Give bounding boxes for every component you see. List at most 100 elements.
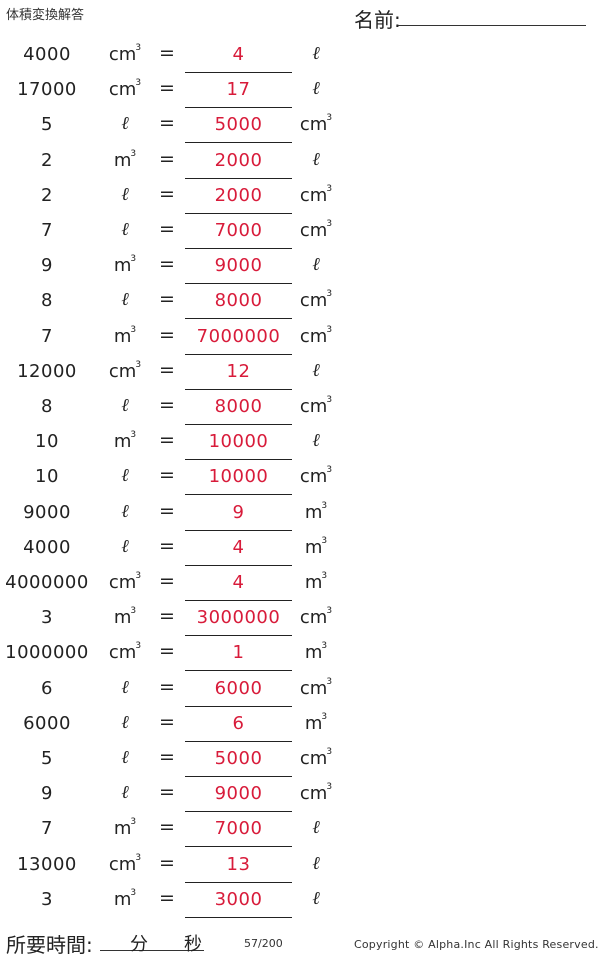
problem-row: 7 ℓ = 7000 cm3 bbox=[0, 214, 600, 249]
problem-row: 4000000 cm3 = 4 m3 bbox=[0, 566, 600, 601]
given-value: 2 bbox=[41, 149, 53, 171]
given-value: 3 bbox=[41, 888, 53, 910]
answer-line bbox=[185, 916, 292, 918]
equals-sign: = bbox=[159, 358, 175, 381]
answer-value: 4 bbox=[232, 572, 245, 593]
equals-sign: = bbox=[159, 42, 175, 64]
answer-line bbox=[185, 670, 292, 672]
answer-line bbox=[185, 635, 292, 637]
problem-row: 13000 cm3 = 13 ℓ bbox=[0, 848, 600, 883]
problem-row: 2 m3 = 2000 ℓ bbox=[0, 144, 600, 179]
equals-sign: = bbox=[159, 675, 175, 698]
answer-line bbox=[185, 353, 292, 355]
given-value: 1000000 bbox=[5, 642, 89, 664]
equals-sign: = bbox=[159, 605, 175, 628]
equals-sign: = bbox=[159, 77, 175, 100]
from-unit: cm3 bbox=[108, 852, 142, 875]
equals-sign: = bbox=[159, 218, 175, 240]
answer-line bbox=[185, 318, 292, 320]
answer-line bbox=[185, 846, 292, 848]
problem-row: 9000 ℓ = 9 m3 bbox=[0, 496, 600, 531]
answer-line bbox=[185, 459, 292, 461]
equals-sign: = bbox=[159, 499, 175, 522]
equals-sign: = bbox=[159, 534, 175, 557]
page-number: 57/200 bbox=[244, 937, 283, 950]
to-unit: m3 bbox=[304, 500, 328, 523]
to-unit: m3 bbox=[304, 641, 328, 664]
from-unit: ℓ bbox=[121, 676, 129, 698]
to-unit: cm3 bbox=[299, 324, 333, 347]
problem-row: 8 ℓ = 8000 cm3 bbox=[0, 284, 600, 320]
problem-row: 10 ℓ = 10000 cm3 bbox=[0, 460, 600, 496]
to-unit: m3 bbox=[304, 711, 328, 734]
given-value: 7 bbox=[41, 325, 53, 347]
answer-value: 6000 bbox=[214, 677, 263, 699]
problem-row: 1000000 cm3 = 1 m3 bbox=[0, 636, 600, 672]
problem-row: 17000 cm3 = 17 ℓ bbox=[0, 73, 600, 109]
answer-value: 9000 bbox=[214, 783, 263, 805]
answer-line bbox=[185, 776, 292, 777]
to-unit: ℓ bbox=[312, 148, 320, 170]
from-unit: ℓ bbox=[121, 219, 129, 240]
answer-value: 7000 bbox=[214, 220, 263, 241]
worksheet-title: 体積変換解答 bbox=[6, 8, 85, 23]
equals-sign: = bbox=[159, 323, 175, 346]
to-unit: ℓ bbox=[312, 254, 320, 276]
to-unit: cm3 bbox=[299, 289, 333, 312]
given-value: 7 bbox=[41, 220, 53, 241]
answer-line bbox=[185, 705, 292, 707]
from-unit: cm3 bbox=[108, 78, 142, 101]
to-unit: cm3 bbox=[299, 465, 333, 488]
answer-value: 10000 bbox=[208, 431, 269, 453]
from-unit: cm3 bbox=[108, 571, 142, 593]
answer-line bbox=[185, 248, 292, 249]
answer-value: 3000000 bbox=[196, 607, 281, 629]
answer-line bbox=[185, 424, 292, 425]
name-field-line[interactable] bbox=[398, 25, 586, 26]
equals-sign: = bbox=[159, 710, 175, 733]
given-value: 3 bbox=[41, 607, 53, 629]
problem-row: 10 m3 = 10000 ℓ bbox=[0, 425, 600, 461]
given-value: 4000 bbox=[23, 44, 71, 65]
equals-sign: = bbox=[159, 394, 175, 416]
time-field-line[interactable] bbox=[100, 950, 204, 951]
to-unit: cm3 bbox=[299, 747, 333, 769]
given-value: 9 bbox=[41, 255, 53, 277]
to-unit: cm3 bbox=[299, 676, 333, 699]
problem-row: 8 ℓ = 8000 cm3 bbox=[0, 390, 600, 425]
to-unit: ℓ bbox=[312, 817, 320, 839]
equals-sign: = bbox=[159, 288, 175, 311]
equals-sign: = bbox=[159, 112, 175, 135]
equals-sign: = bbox=[159, 182, 175, 205]
answer-line bbox=[185, 388, 292, 390]
given-value: 6000 bbox=[23, 712, 71, 734]
answer-value: 5000 bbox=[214, 748, 263, 769]
answer-value: 7000000 bbox=[196, 325, 281, 347]
answer-value: 9 bbox=[232, 501, 245, 523]
answer-value: 9000 bbox=[214, 255, 263, 277]
answer-line bbox=[185, 600, 292, 601]
from-unit: m3 bbox=[113, 606, 137, 629]
given-value: 7 bbox=[41, 818, 53, 840]
answer-line bbox=[185, 107, 292, 109]
from-unit: ℓ bbox=[121, 535, 129, 557]
problem-row: 5 ℓ = 5000 cm3 bbox=[0, 108, 600, 144]
answer-value: 6 bbox=[232, 712, 245, 734]
to-unit: m3 bbox=[304, 535, 328, 558]
problem-row: 9 m3 = 9000 ℓ bbox=[0, 249, 600, 285]
answer-line bbox=[185, 564, 292, 566]
given-value: 12000 bbox=[17, 360, 77, 382]
name-label: 名前: bbox=[354, 8, 401, 32]
answer-value: 13 bbox=[226, 853, 251, 875]
answer-line bbox=[185, 740, 292, 742]
to-unit: ℓ bbox=[312, 78, 320, 100]
from-unit: m3 bbox=[113, 324, 137, 347]
to-unit: m3 bbox=[304, 571, 328, 593]
answer-line bbox=[185, 142, 292, 144]
from-unit: ℓ bbox=[121, 711, 129, 733]
given-value: 9 bbox=[41, 783, 53, 805]
to-unit: ℓ bbox=[312, 887, 320, 909]
given-value: 6 bbox=[41, 677, 53, 699]
given-value: 10 bbox=[35, 466, 59, 488]
seconds-label: 秒 bbox=[184, 934, 202, 955]
